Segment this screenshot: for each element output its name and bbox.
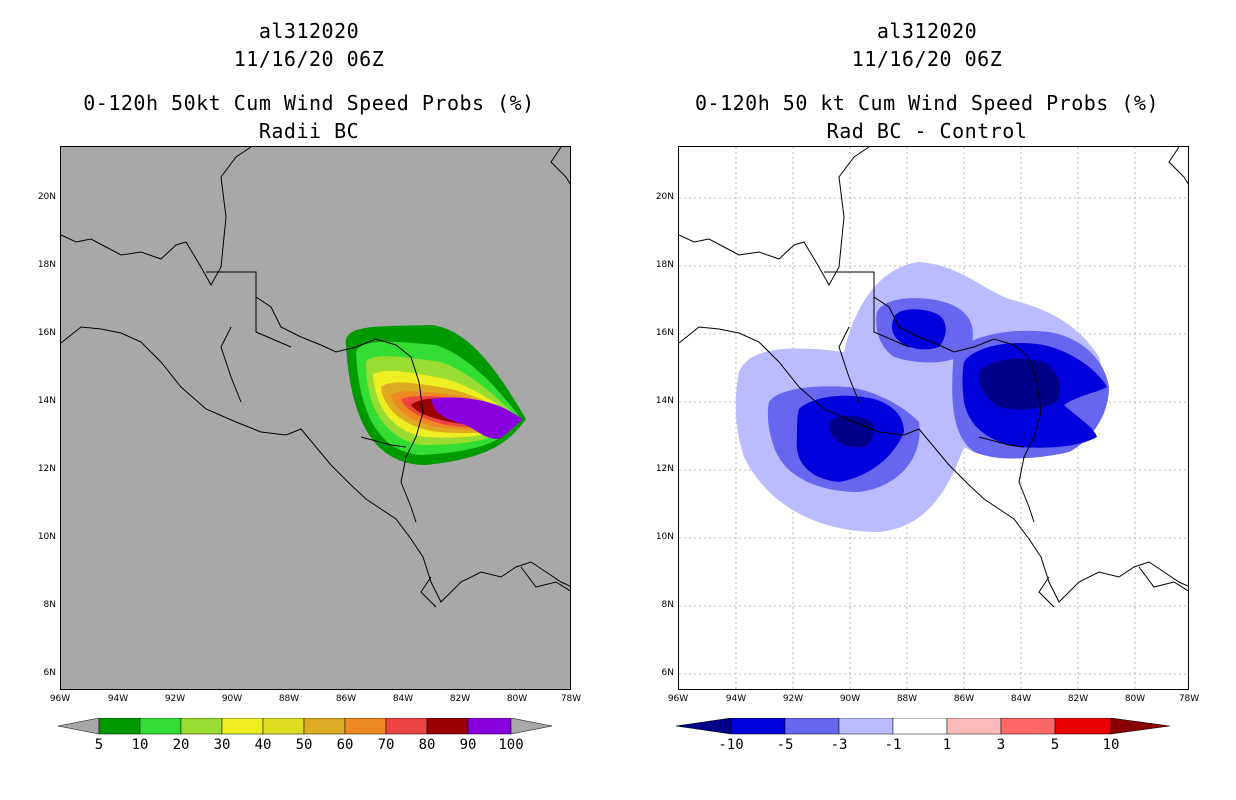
left-lon-94w: 94W — [107, 694, 129, 704]
right-lon-84w: 84W — [1010, 694, 1032, 704]
left-cb-label: 30 — [213, 737, 231, 753]
left-map-svg — [61, 147, 570, 608]
left-cb-label: 80 — [418, 737, 436, 753]
right-storm-id: al312020 — [876, 19, 978, 43]
left-lat-8n: 8N — [43, 600, 56, 610]
right-panel: al312020 11/16/20 06Z 0-120h 50 kt Cum W… — [618, 0, 1236, 800]
right-lon-78w: 78W — [1178, 694, 1200, 704]
left-lat-20n: 20N — [37, 192, 56, 202]
left-lon-88w: 88W — [278, 694, 300, 704]
left-lat-12n: 12N — [37, 464, 56, 474]
left-colorbar-bin — [98, 718, 141, 735]
left-lon-84w: 84W — [392, 694, 414, 704]
left-colorbar-right-arrow — [510, 718, 553, 735]
right-cb-label: -3 — [830, 737, 848, 753]
right-colorbar-right-arrow — [1110, 718, 1171, 735]
right-lon-82w: 82W — [1067, 694, 1089, 704]
left-cb-label: 90 — [459, 737, 477, 753]
left-subtitle: Radii BC — [258, 119, 360, 143]
left-colorbar-bin — [344, 718, 387, 735]
left-lon-92w: 92W — [164, 694, 186, 704]
right-lon-96w: 96W — [667, 694, 689, 704]
left-cb-label: 100 — [498, 737, 524, 753]
left-datetime: 11/16/20 06Z — [233, 47, 385, 71]
right-lat-14n: 14N — [655, 396, 674, 406]
left-cb-label: 70 — [377, 737, 395, 753]
right-lon-94w: 94W — [725, 694, 747, 704]
left-colorbar — [57, 718, 553, 735]
right-lat-8n: 8N — [661, 600, 674, 610]
left-lat-16n: 16N — [37, 328, 56, 338]
right-map — [678, 146, 1189, 690]
left-lon-78w: 78W — [560, 694, 582, 704]
right-cb-label: -1 — [884, 737, 902, 753]
right-lon-92w: 92W — [782, 694, 804, 704]
left-colorbar-bin — [303, 718, 346, 735]
left-panel: al312020 11/16/20 06Z 0-120h 50kt Cum Wi… — [37, 19, 582, 753]
right-cb-label: 3 — [996, 737, 1006, 753]
right-colorbar-bin — [1054, 718, 1112, 735]
left-coastlines — [61, 147, 570, 608]
left-map — [60, 146, 571, 690]
left-lon-82w: 82W — [449, 694, 471, 704]
left-product-title: 0-120h 50kt Cum Wind Speed Probs (%) — [83, 91, 535, 115]
right-datetime: 11/16/20 06Z — [851, 47, 1003, 71]
right-cb-label: -5 — [776, 737, 794, 753]
right-coastlines — [679, 147, 1188, 608]
left-lat-14n: 14N — [37, 396, 56, 406]
left-lat-18n: 18N — [37, 260, 56, 270]
right-product-title: 0-120h 50 kt Cum Wind Speed Probs (%) — [694, 91, 1160, 115]
left-colorbar-bin — [385, 718, 428, 735]
right-colorbar-bin — [892, 718, 948, 735]
left-lat-10n: 10N — [37, 532, 56, 542]
right-lat-18n: 18N — [655, 260, 674, 270]
left-cb-label: 5 — [94, 737, 104, 753]
left-lon-80w: 80W — [506, 694, 528, 704]
right-lon-88w: 88W — [896, 694, 918, 704]
right-cb-label: -10 — [718, 737, 744, 753]
left-colorbar-bin — [180, 718, 223, 735]
left-colorbar-left-arrow — [57, 718, 100, 735]
right-colorbar-bin — [946, 718, 1002, 735]
left-lat-6n: 6N — [43, 668, 56, 678]
right-colorbar-bin — [1000, 718, 1056, 735]
right-colorbar — [675, 718, 1171, 735]
right-lat-6n: 6N — [661, 668, 674, 678]
left-lon-86w: 86W — [335, 694, 357, 704]
left-colorbar-bin — [426, 718, 469, 735]
right-lon-90w: 90W — [839, 694, 861, 704]
right-cb-label: 1 — [942, 737, 952, 753]
left-cb-label: 40 — [254, 737, 272, 753]
right-colorbar-bin — [784, 718, 840, 735]
right-colorbar-bin — [838, 718, 894, 735]
left-colorbar-bin — [467, 718, 512, 735]
right-subtitle: Rad BC - Control — [826, 119, 1028, 143]
left-cb-label: 60 — [336, 737, 354, 753]
right-cb-label: 5 — [1050, 737, 1060, 753]
left-cb-label: 10 — [131, 737, 149, 753]
right-map-svg — [679, 147, 1188, 689]
right-colorbar-left-arrow — [675, 718, 732, 735]
right-lat-20n: 20N — [655, 192, 674, 202]
right-lat-10n: 10N — [655, 532, 674, 542]
right-lon-80w: 80W — [1124, 694, 1146, 704]
left-probability-shading — [345, 325, 526, 465]
right-lat-12n: 12N — [655, 464, 674, 474]
right-difference-shading — [735, 262, 1109, 532]
right-cb-label: 10 — [1102, 737, 1120, 753]
left-colorbar-bin — [221, 718, 264, 735]
left-storm-id: al312020 — [258, 19, 360, 43]
left-colorbar-bin — [139, 718, 182, 735]
left-cb-label: 20 — [172, 737, 190, 753]
right-colorbar-bin — [730, 718, 786, 735]
right-lon-86w: 86W — [953, 694, 975, 704]
left-colorbar-bin — [262, 718, 305, 735]
left-lon-90w: 90W — [221, 694, 243, 704]
right-lat-16n: 16N — [655, 328, 674, 338]
left-cb-label: 50 — [295, 737, 313, 753]
left-lon-96w: 96W — [49, 694, 71, 704]
